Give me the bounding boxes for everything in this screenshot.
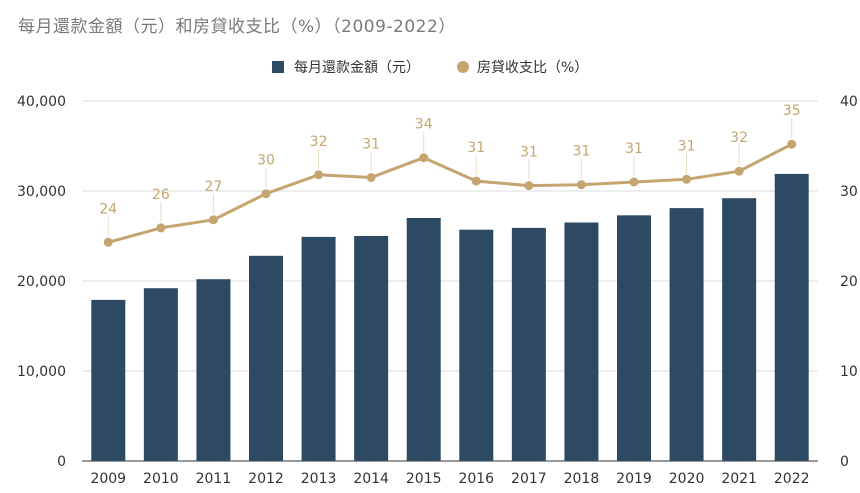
series-line: [106, 142, 794, 244]
y-left-tick-label: 30,000: [17, 184, 66, 200]
y-right-tick-label: 40: [840, 94, 858, 110]
data-label: 31: [678, 138, 696, 154]
legend-label-line: 房貸收支比（%）: [477, 60, 588, 76]
line-point: [629, 177, 639, 187]
line-point: [787, 139, 797, 149]
y-right-tick-label: 20: [840, 274, 858, 290]
y-right-tick-label: 0: [840, 454, 849, 470]
bar: [669, 208, 704, 461]
x-tick-label: 2017: [511, 471, 547, 487]
line-point: [208, 215, 218, 225]
data-label: 27: [205, 179, 223, 195]
x-tick-label: 2010: [143, 471, 179, 487]
bar: [354, 236, 389, 461]
x-tick-label: 2012: [248, 471, 284, 487]
line-point: [261, 189, 271, 199]
data-label: 31: [573, 144, 591, 160]
bar: [459, 229, 494, 461]
bar: [196, 279, 231, 461]
x-tick-label: 2022: [774, 471, 810, 487]
data-label: 24: [99, 201, 117, 217]
line-point: [576, 180, 586, 190]
bar: [511, 227, 546, 461]
data-label: 31: [520, 145, 538, 161]
y-right-tick-label: 30: [840, 184, 858, 200]
data-label: 31: [362, 137, 380, 153]
bar: [774, 173, 809, 461]
legend-label-bar: 每月還款金額（元）: [294, 60, 420, 76]
data-label: 26: [152, 187, 170, 203]
data-label: 31: [467, 140, 485, 156]
data-label: 35: [783, 103, 801, 119]
data-label: 32: [310, 134, 328, 150]
line-point: [366, 173, 376, 182]
line-point: [103, 237, 113, 247]
x-tick-label: 2018: [564, 471, 600, 487]
x-tick-label: 2016: [458, 471, 494, 487]
x-tick-label: 2020: [669, 471, 705, 487]
legend-swatch-bar: [272, 61, 284, 73]
x-tick-label: 2019: [616, 471, 652, 487]
data-label: 30: [257, 153, 275, 169]
bar: [564, 222, 599, 461]
x-tick-label: 2014: [353, 471, 389, 487]
x-tick-label: 2013: [301, 471, 337, 487]
line-point: [419, 153, 429, 163]
x-tick-label: 2011: [196, 471, 232, 487]
line-point: [314, 170, 324, 180]
bar: [143, 288, 178, 461]
x-tick-label: 2021: [721, 471, 757, 487]
data-label: 34: [415, 117, 433, 133]
bar: [617, 215, 651, 461]
line-point: [682, 174, 692, 184]
y-left-tick-label: 40,000: [17, 94, 66, 110]
line-point: [471, 176, 481, 186]
y-right-tick-label: 10: [840, 364, 858, 380]
legend-swatch-line: [457, 61, 469, 73]
bar: [406, 218, 441, 461]
y-left-tick-label: 0: [57, 454, 66, 470]
x-tick-label: 2009: [90, 471, 126, 487]
line-point: [524, 181, 534, 191]
y-left-tick-label: 20,000: [17, 274, 66, 290]
data-label: 31: [625, 141, 643, 157]
bar: [91, 299, 126, 461]
data-label: 32: [730, 130, 748, 146]
bar: [301, 236, 336, 461]
line-point: [156, 223, 166, 233]
y-left-tick-label: 10,000: [17, 364, 66, 380]
chart-title: 每月還款金額（元）和房貸收支比（%）（2009-2022）: [18, 17, 456, 37]
line-point: [734, 166, 744, 176]
bar: [249, 255, 283, 461]
x-tick-label: 2015: [406, 471, 442, 487]
bar: [722, 198, 757, 461]
